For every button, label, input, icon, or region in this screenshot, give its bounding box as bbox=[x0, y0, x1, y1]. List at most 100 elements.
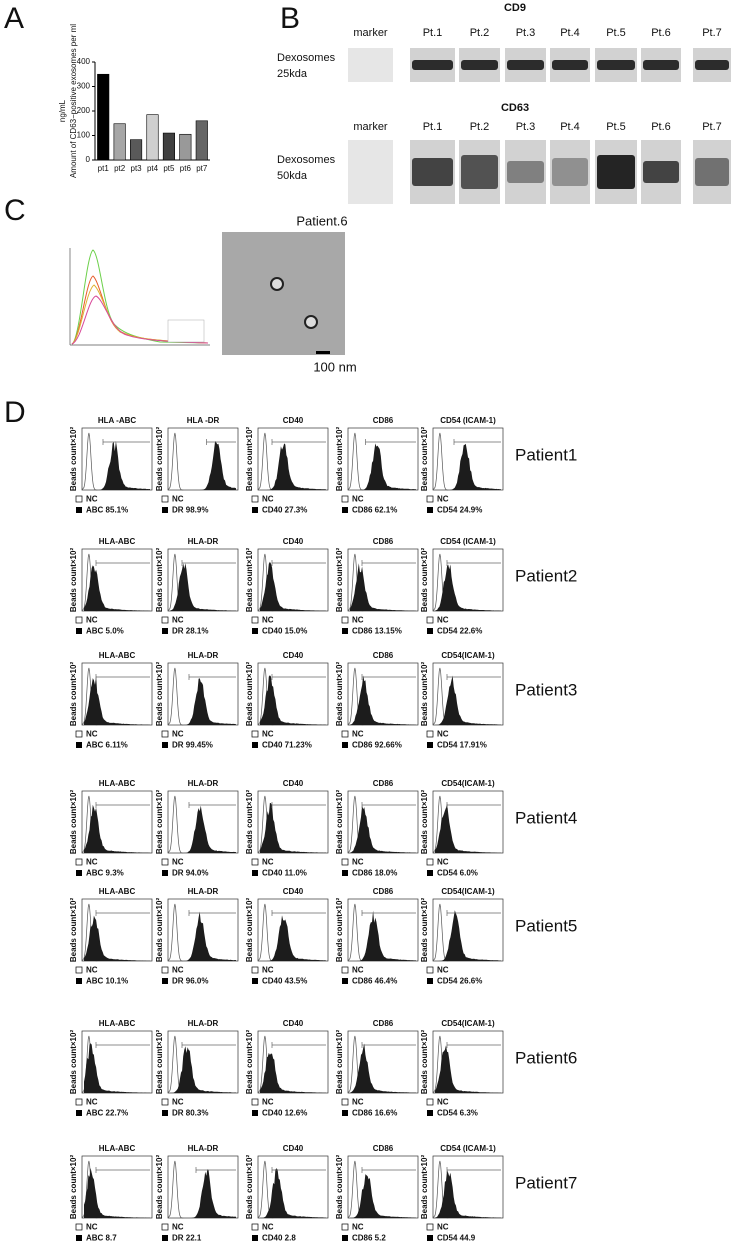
nc-label: NC bbox=[86, 616, 98, 625]
histogram bbox=[350, 1043, 416, 1093]
nc-label: NC bbox=[172, 966, 184, 975]
marker-label: ABC 6.11% bbox=[86, 741, 128, 750]
histogram-y-label: Beads count×10² bbox=[69, 898, 78, 963]
marker-label: CD86 62.1% bbox=[352, 506, 397, 515]
marker-label: CD40 27.3% bbox=[262, 506, 307, 515]
nc-label: NC bbox=[262, 1223, 274, 1232]
nc-label: NC bbox=[437, 616, 449, 625]
bar bbox=[113, 123, 126, 161]
marker-swatch bbox=[427, 1110, 433, 1116]
nc-swatch bbox=[75, 730, 83, 738]
scale-bar-label: 100 nm bbox=[313, 359, 356, 374]
nc-swatch bbox=[341, 1098, 349, 1106]
marker-label: CD54 17.91% bbox=[437, 741, 487, 750]
marker-label: CD54 22.6% bbox=[437, 627, 482, 636]
nta-plot bbox=[69, 248, 210, 346]
marker-label: DR 22.1 bbox=[172, 1234, 202, 1243]
nc-label: NC bbox=[86, 730, 98, 739]
marker-swatch bbox=[342, 1235, 348, 1241]
patient-label: Patient6 bbox=[515, 1048, 577, 1067]
histogram-title: CD40 bbox=[283, 779, 304, 788]
histogram bbox=[350, 443, 416, 490]
lane-label: Pt.4 bbox=[560, 121, 580, 133]
marker-swatch bbox=[427, 628, 433, 634]
histogram-title: CD86 bbox=[373, 887, 394, 896]
marker-label: DR 28.1% bbox=[172, 627, 208, 636]
marker-swatch bbox=[76, 1235, 82, 1241]
histogram bbox=[84, 441, 150, 490]
patient-label: Patient1 bbox=[515, 445, 577, 464]
histogram bbox=[84, 1043, 150, 1093]
histogram bbox=[84, 804, 150, 853]
marker-label: DR 80.3% bbox=[172, 1109, 208, 1118]
lane-label: Pt.7 bbox=[702, 121, 722, 133]
marker-label: DR 98.9% bbox=[172, 506, 208, 515]
blot-band bbox=[643, 60, 679, 70]
histogram-title: HLA-DR bbox=[188, 651, 219, 660]
lane-label: Pt.2 bbox=[470, 27, 490, 39]
histogram-title: CD54(ICAM-1) bbox=[441, 887, 495, 896]
nc-label: NC bbox=[352, 1223, 364, 1232]
histogram-title: HLA -DR bbox=[187, 416, 220, 425]
histogram bbox=[435, 1045, 501, 1093]
nc-label: NC bbox=[437, 730, 449, 739]
blot-band bbox=[412, 60, 453, 70]
lane-label: marker bbox=[353, 27, 388, 39]
panel-label: A bbox=[4, 2, 24, 35]
y-tick-label: 100 bbox=[77, 131, 91, 140]
histogram bbox=[170, 678, 236, 725]
histogram-y-label: Beads count×10² bbox=[420, 1155, 429, 1220]
marker-swatch bbox=[162, 628, 168, 634]
x-tick-label: pt2 bbox=[114, 164, 126, 173]
histogram bbox=[170, 805, 236, 853]
blot-band bbox=[412, 158, 453, 186]
histogram bbox=[350, 1174, 416, 1218]
histogram-y-label: Beads count×10² bbox=[245, 427, 254, 492]
histogram bbox=[260, 1052, 326, 1093]
nc-curve bbox=[81, 432, 98, 491]
em-image bbox=[222, 232, 345, 355]
histogram-y-label: Beads count×10² bbox=[420, 548, 429, 613]
nc-swatch bbox=[426, 730, 434, 738]
nc-curve bbox=[257, 903, 274, 962]
nc-label: NC bbox=[172, 1223, 184, 1232]
lane-label: Pt.1 bbox=[423, 121, 443, 133]
nc-label: NC bbox=[86, 858, 98, 867]
histogram bbox=[350, 805, 416, 853]
histogram-y-label: Beads count×10² bbox=[155, 898, 164, 963]
marker-label: CD86 92.66% bbox=[352, 741, 402, 750]
marker-label: CD40 43.5% bbox=[262, 977, 307, 986]
blot-band bbox=[507, 161, 544, 183]
marker-label: DR 96.0% bbox=[172, 977, 208, 986]
marker-label: CD54 6.3% bbox=[437, 1109, 478, 1118]
blot-band bbox=[507, 60, 544, 70]
nc-label: NC bbox=[352, 1098, 364, 1107]
histogram bbox=[170, 1169, 236, 1218]
histogram-title: HLA-ABC bbox=[99, 1144, 136, 1153]
blot-band bbox=[552, 60, 588, 70]
nc-label: NC bbox=[172, 858, 184, 867]
blot-title: CD9 bbox=[504, 2, 526, 14]
bar bbox=[97, 73, 110, 161]
nc-label: NC bbox=[86, 1098, 98, 1107]
nc-label: NC bbox=[86, 1223, 98, 1232]
blot-label: 25kda bbox=[277, 68, 308, 80]
histogram-title: HLA-ABC bbox=[99, 1019, 136, 1028]
em-title: Patient.6 bbox=[296, 213, 347, 228]
histogram-title: CD54 (ICAM-1) bbox=[440, 537, 496, 546]
histogram-y-label: Beads count×10² bbox=[335, 790, 344, 855]
histogram-y-label: Beads count×10² bbox=[335, 1155, 344, 1220]
marker-swatch bbox=[76, 628, 82, 634]
nc-swatch bbox=[251, 616, 259, 624]
lane-label: Pt.4 bbox=[560, 27, 580, 39]
x-tick-label: pt6 bbox=[180, 164, 192, 173]
histogram-title: CD86 bbox=[373, 779, 394, 788]
nc-swatch bbox=[426, 858, 434, 866]
blot-title: CD63 bbox=[501, 102, 529, 114]
histogram-y-label: Beads count×10² bbox=[155, 790, 164, 855]
lane-label: Pt.1 bbox=[423, 27, 443, 39]
marker-swatch bbox=[427, 870, 433, 876]
nc-swatch bbox=[161, 495, 169, 503]
histogram-title: HLA -ABC bbox=[98, 416, 137, 425]
